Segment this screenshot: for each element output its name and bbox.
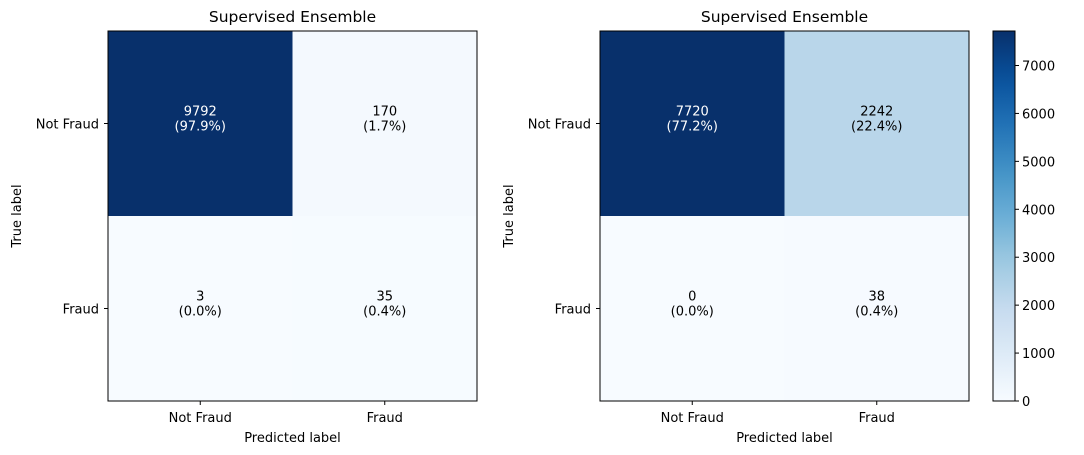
cell-percent: (0.4%) <box>363 305 406 320</box>
colorbar-tick-label: 1000 <box>1022 347 1055 362</box>
cell-count: 2242 <box>860 105 893 120</box>
cell-value-label: 170 (1.7%) <box>363 105 406 135</box>
colorbar-tick-label: 5000 <box>1022 155 1055 170</box>
chart-title: Supervised Ensemble <box>701 8 868 26</box>
cell-count: 170 <box>372 105 397 120</box>
cell-count: 35 <box>376 290 393 305</box>
colorbar: 0 1000 2000 3000 4000 5000 6000 7000 <box>992 30 1055 410</box>
colorbar-tick-label: 7000 <box>1022 60 1055 75</box>
cell-value-label: 35 (0.4%) <box>363 290 406 320</box>
cell-value-label: 3 (0.0%) <box>179 290 222 320</box>
x-axis-label: Predicted label <box>244 431 341 446</box>
heatmap-cell <box>600 216 785 401</box>
cell-count: 9792 <box>184 105 217 120</box>
heatmap-cell <box>108 31 293 216</box>
cell-value-label: 38 (0.4%) <box>855 290 898 320</box>
cell-percent: (77.2%) <box>667 120 718 135</box>
cell-value-label: 0 (0.0%) <box>671 290 714 320</box>
cell-value-label: 9792 (97.9%) <box>175 105 226 135</box>
colorbar-gradient <box>993 31 1015 401</box>
x-tick-label: Fraud <box>859 411 895 426</box>
cell-percent: (97.9%) <box>175 120 226 135</box>
y-tick-label: Not Fraud <box>528 118 591 133</box>
x-axis-label: Predicted label <box>736 431 833 446</box>
colorbar-tick-label: 0 <box>1022 395 1030 410</box>
heatmap-cell <box>292 216 477 401</box>
heatmap-cell <box>292 31 477 216</box>
heatmap-cell <box>108 216 293 401</box>
x-tick-label: Not Fraud <box>661 411 724 426</box>
cell-count: 0 <box>688 290 696 305</box>
y-axis-label: True label <box>10 184 25 248</box>
chart-title: Supervised Ensemble <box>209 8 376 26</box>
cell-percent: (0.4%) <box>855 305 898 320</box>
cell-percent: (0.0%) <box>179 305 222 320</box>
colorbar-tick-label: 3000 <box>1022 251 1055 266</box>
heatmap-cell <box>784 31 969 216</box>
y-tick-label: Fraud <box>555 303 591 318</box>
axes-frame <box>599 30 970 402</box>
cell-value-label: 7720 (77.2%) <box>667 105 718 135</box>
colorbar-frame <box>992 30 1016 402</box>
cell-value-label: 2242 (22.4%) <box>851 105 902 135</box>
cell-count: 38 <box>868 290 885 305</box>
heatmap-panel-2: 7720 (77.2%) 2242 (22.4%) 0 (0.0%) 38 (0.4%) Not… <box>502 8 970 446</box>
y-tick-label: Not Fraud <box>36 118 99 133</box>
heatmap-panel-1: 9792 (97.9%) 170 (1.7%) 3 (0.0%) 35 (0.4%) Not F… <box>10 8 478 446</box>
cell-count: 3 <box>196 290 204 305</box>
x-tick-label: Fraud <box>367 411 403 426</box>
colorbar-tick-label: 6000 <box>1022 107 1055 122</box>
heatmap-cell <box>784 216 969 401</box>
cell-percent: (22.4%) <box>851 120 902 135</box>
y-axis-label: True label <box>502 184 517 248</box>
heatmap-cell <box>600 31 785 216</box>
y-tick-label: Fraud <box>63 303 99 318</box>
cell-percent: (1.7%) <box>363 120 406 135</box>
colorbar-tick-label: 4000 <box>1022 203 1055 218</box>
colorbar-tick-label: 2000 <box>1022 299 1055 314</box>
axes-frame <box>107 30 478 402</box>
x-tick-label: Not Fraud <box>169 411 232 426</box>
cell-percent: (0.0%) <box>671 305 714 320</box>
cell-count: 7720 <box>676 105 709 120</box>
